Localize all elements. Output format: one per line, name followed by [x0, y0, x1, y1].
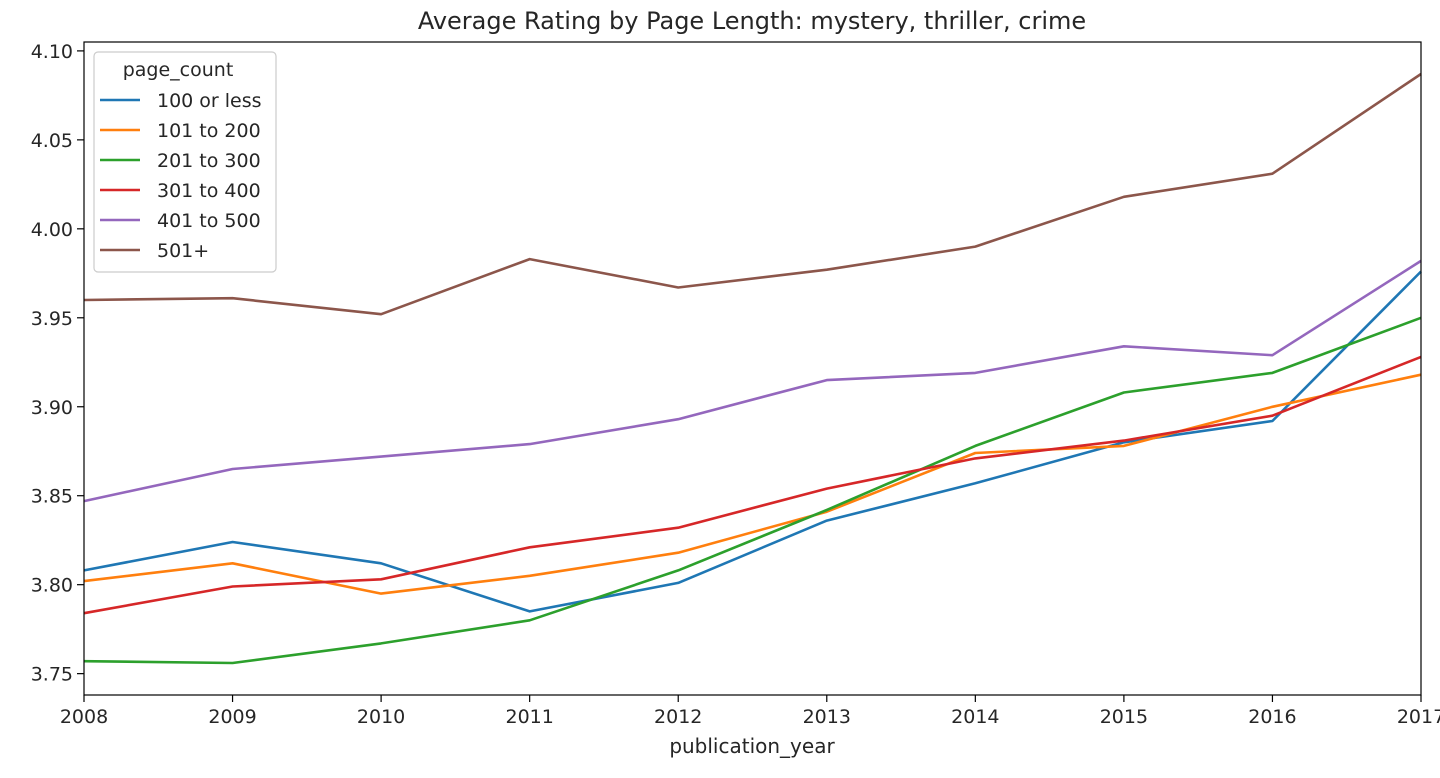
y-tick-label: 4.00 [31, 219, 73, 241]
y-tick-label: 3.75 [31, 664, 73, 686]
x-tick-label: 2009 [208, 706, 256, 728]
x-axis-title: publication_year [669, 734, 835, 758]
y-tick-label: 4.05 [31, 130, 73, 152]
series-lines [83, 72, 1422, 665]
legend-label-2: 201 to 300 [157, 150, 261, 172]
x-tick-label: 2014 [951, 706, 999, 728]
series-line-2 [83, 316, 1422, 665]
x-tick-label: 2013 [803, 706, 851, 728]
x-tick-label: 2016 [1248, 706, 1296, 728]
y-tick-label: 3.90 [31, 397, 73, 419]
legend-label-0: 100 or less [157, 90, 262, 112]
x-tick-label: 2017 [1397, 706, 1440, 728]
x-tick-label: 2008 [60, 706, 108, 728]
chart-title: Average Rating by Page Length: mystery, … [418, 7, 1086, 35]
legend-label-4: 401 to 500 [157, 210, 261, 232]
y-tick-label: 3.85 [31, 486, 73, 508]
y-tick-label: 3.80 [31, 575, 73, 597]
x-tick-label: 2012 [654, 706, 702, 728]
series-line-3 [83, 355, 1422, 615]
legend-box [93, 51, 277, 273]
x-tick-label: 2010 [357, 706, 405, 728]
y-tick-label: 4.10 [31, 41, 73, 63]
series-line-5 [83, 72, 1422, 316]
legend-label-3: 301 to 400 [157, 180, 261, 202]
y-tick-label: 3.95 [31, 308, 73, 330]
series-line-0 [83, 270, 1422, 613]
plot-frame [83, 41, 1422, 696]
legend-label-1: 101 to 200 [157, 120, 261, 142]
x-tick-label: 2015 [1100, 706, 1148, 728]
legend: page_count 100 or less 101 to 200 201 to 30… [93, 51, 277, 273]
legend-label-5: 501+ [157, 240, 209, 262]
series-line-4 [83, 259, 1422, 503]
legend-title: page_count [123, 59, 234, 81]
axis-ticks: 3.75 3.80 3.85 3.90 3.95 4.00 4.05 4.10 2008 2009… [31, 41, 1440, 728]
series-line-1 [83, 373, 1422, 595]
x-tick-label: 2011 [505, 706, 553, 728]
